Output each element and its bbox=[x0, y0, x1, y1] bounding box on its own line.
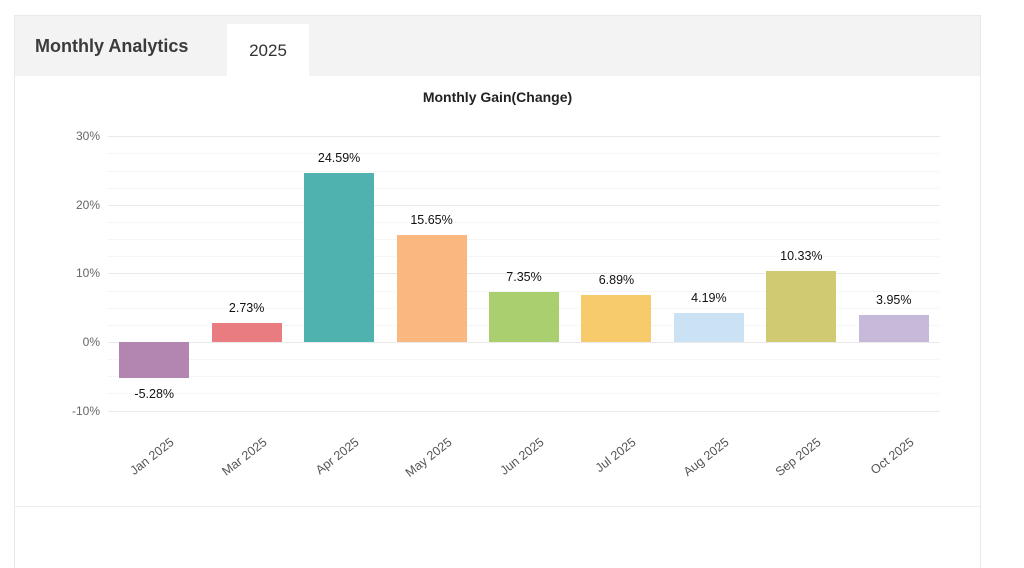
major-gridline bbox=[108, 204, 940, 206]
bar-value-label: 6.89% bbox=[598, 272, 635, 287]
x-axis-label: Oct 2025 bbox=[867, 435, 917, 478]
x-axis-label: Jun 2025 bbox=[497, 435, 547, 478]
x-axis-label: Sep 2025 bbox=[773, 435, 824, 479]
minor-gridline bbox=[108, 376, 940, 378]
bar-value-label: 7.35% bbox=[506, 269, 542, 284]
bar-mar-2025[interactable] bbox=[211, 323, 282, 342]
x-axis-label: Jul 2025 bbox=[593, 435, 640, 476]
panel-header: Monthly Analytics 2025 bbox=[15, 16, 980, 76]
minor-gridline bbox=[108, 187, 940, 189]
bar-value-label: 15.65% bbox=[410, 212, 453, 227]
bar-value-label: 4.19% bbox=[691, 291, 727, 306]
major-gridline bbox=[108, 273, 940, 275]
y-axis-tick-label: 0% bbox=[82, 335, 100, 349]
major-gridline bbox=[108, 410, 940, 412]
bar-value-label: -5.28% bbox=[134, 387, 175, 402]
x-axis-label: Apr 2025 bbox=[313, 435, 362, 478]
x-axis-label: Mar 2025 bbox=[219, 435, 270, 479]
chart-title: Monthly Gain(Change) bbox=[422, 89, 573, 105]
minor-gridline bbox=[108, 359, 940, 361]
minor-gridline bbox=[108, 221, 940, 223]
y-axis-tick-label: -10% bbox=[71, 403, 100, 418]
bar-jun-2025[interactable] bbox=[489, 291, 559, 342]
monthly-gain-chart: Monthly Gain(Change) 30% 20% 10% 0% -10% -5.2… bbox=[15, 76, 980, 506]
minor-gridline bbox=[108, 290, 940, 292]
major-gridline bbox=[108, 342, 940, 343]
y-axis-tick-label: 10% bbox=[75, 266, 100, 281]
y-axis-tick-label: 20% bbox=[75, 197, 100, 212]
minor-gridline bbox=[108, 239, 940, 241]
bar-value-label: 10.33% bbox=[780, 249, 823, 264]
x-axis-label: May 2025 bbox=[402, 435, 455, 480]
bar-apr-2025[interactable] bbox=[304, 173, 375, 342]
minor-gridline bbox=[108, 153, 940, 155]
minor-gridline bbox=[108, 256, 940, 258]
bar-value-label: 24.59% bbox=[317, 151, 361, 166]
tab-year-2025[interactable]: 2025 bbox=[227, 24, 309, 76]
bar-value-label: 3.95% bbox=[876, 292, 912, 307]
major-gridline bbox=[108, 136, 940, 138]
bar-jan-2025[interactable] bbox=[119, 342, 190, 379]
bar-sep-2025[interactable] bbox=[766, 271, 837, 342]
section-divider bbox=[15, 506, 980, 507]
bar-aug-2025[interactable] bbox=[673, 313, 744, 342]
y-axis-tick-label: 30% bbox=[75, 129, 100, 144]
bar-oct-2025[interactable] bbox=[858, 314, 929, 342]
x-axis-label: Aug 2025 bbox=[680, 435, 732, 479]
minor-gridline bbox=[108, 170, 940, 172]
analytics-panel: Monthly Analytics 2025 Monthly Gain(Chan… bbox=[14, 15, 981, 568]
x-axis-label: Jan 2025 bbox=[127, 435, 177, 478]
panel-title: Monthly Analytics bbox=[35, 36, 189, 56]
bar-may-2025[interactable] bbox=[396, 234, 467, 342]
bar-jul-2025[interactable] bbox=[581, 294, 652, 342]
bar-value-label: 2.73% bbox=[228, 301, 265, 316]
minor-gridline bbox=[108, 393, 940, 395]
